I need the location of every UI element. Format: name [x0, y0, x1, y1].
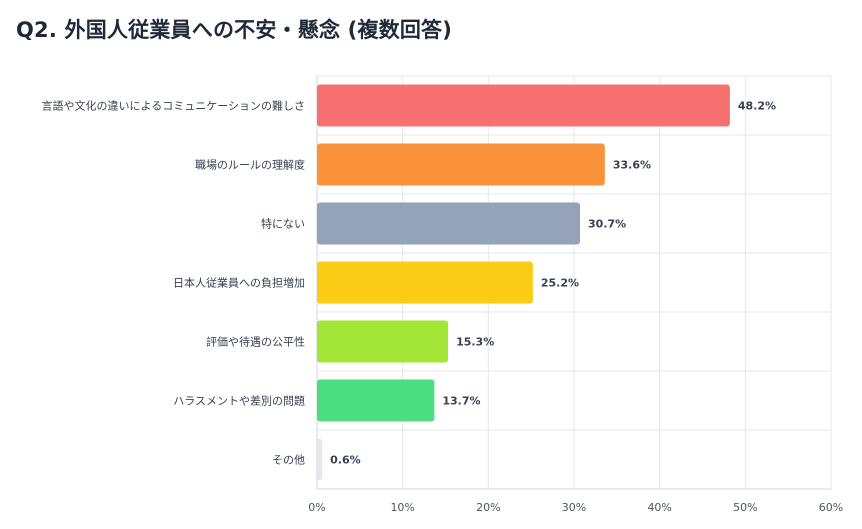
bar-3 — [317, 261, 533, 304]
bar-6 — [317, 438, 323, 481]
category-label-3: 日本人従業員への負担増加 — [173, 276, 305, 290]
x-tick-label-4: 40% — [647, 501, 671, 514]
category-label-4: 評価や待遇の公平性 — [206, 335, 305, 349]
category-label-5: ハラスメントや差別の問題 — [173, 394, 305, 408]
x-tick-label-2: 20% — [476, 501, 500, 514]
x-tick-label-6: 60% — [819, 501, 843, 514]
value-label-4: 15.3% — [456, 336, 494, 349]
category-label-1: 職場のルールの理解度 — [195, 158, 305, 172]
value-label-5: 13.7% — [442, 395, 480, 408]
category-label-2: 特にない — [261, 217, 305, 231]
x-tick-label-0: 0% — [308, 501, 325, 514]
value-label-3: 25.2% — [541, 277, 579, 290]
x-tick-label-5: 50% — [733, 501, 757, 514]
x-tick-label-1: 10% — [390, 501, 414, 514]
category-label-6: その他 — [272, 454, 305, 467]
bar-4 — [317, 320, 449, 363]
value-label-0: 48.2% — [738, 100, 776, 113]
x-tick-label-3: 30% — [562, 501, 586, 514]
bar-0 — [317, 84, 730, 127]
bar-5 — [317, 379, 435, 422]
bar-1 — [317, 143, 605, 186]
category-label-0: 言語や文化の違いによるコミュニケーションの難しさ — [42, 99, 305, 113]
chart-title: Q2. 外国人従業員への不安・懸念 (複数回答) — [16, 18, 453, 42]
value-label-1: 33.6% — [613, 159, 651, 172]
bar-2 — [317, 202, 580, 245]
value-label-2: 30.7% — [588, 218, 626, 231]
value-label-6: 0.6% — [330, 454, 361, 467]
